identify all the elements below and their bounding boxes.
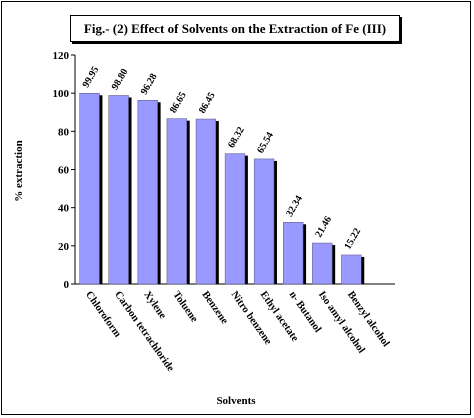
- data-label: 32.34: [284, 194, 305, 219]
- chart-title: Fig.- (2) Effect of Solvents on the Extr…: [70, 15, 400, 42]
- bar: [224, 153, 246, 285]
- data-label: 99.95: [81, 65, 102, 90]
- data-label: 68.32: [226, 125, 247, 150]
- category-label: Xylene: [141, 289, 168, 321]
- bars: [79, 93, 365, 285]
- y-tick-label: 0: [64, 279, 70, 291]
- bar: [166, 118, 187, 285]
- data-label: 15.22: [342, 226, 363, 251]
- bar: [341, 254, 362, 285]
- data-label: 96.28: [139, 72, 160, 97]
- data-label: 98.80: [110, 67, 131, 92]
- category-label: Benzene: [199, 289, 230, 326]
- data-label: 21.46: [313, 215, 334, 240]
- bar: [253, 158, 275, 285]
- data-label: 86.65: [168, 90, 189, 115]
- y-tick-label: 60: [58, 165, 70, 177]
- y-tick-label: 40: [58, 203, 70, 215]
- y-tick-label: 120: [53, 50, 70, 62]
- bar: [195, 118, 217, 285]
- bar: [137, 100, 158, 285]
- y-tick-label: 100: [53, 88, 70, 100]
- bar: [312, 242, 333, 285]
- y-tick-label: 80: [58, 126, 70, 138]
- x-axis-label: Solvents: [216, 395, 256, 407]
- y-tick-label: 20: [58, 241, 70, 253]
- y-ticks: 0 20 40 60 80 100 120: [53, 50, 75, 291]
- bar: [283, 222, 304, 285]
- y-axis-label: % extraction: [13, 140, 25, 201]
- bar: [79, 93, 100, 285]
- data-label: 65.54: [255, 130, 276, 155]
- data-label: 86.45: [197, 91, 218, 116]
- bar: [108, 95, 129, 285]
- category-label: Toluene: [170, 289, 199, 324]
